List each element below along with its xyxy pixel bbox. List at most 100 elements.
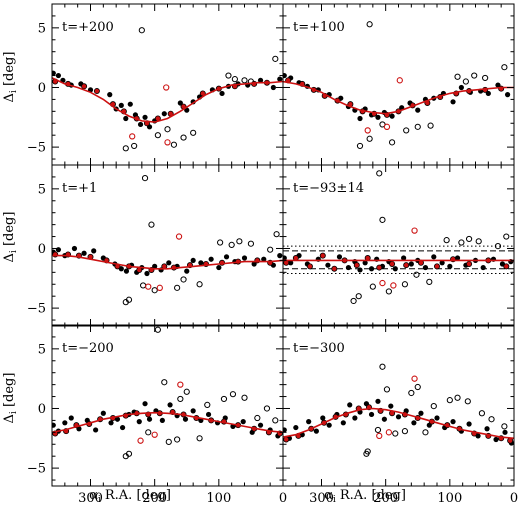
point-filled-black xyxy=(484,426,490,432)
x-tick-label: 300 xyxy=(78,491,103,506)
x-tick-label: 0 xyxy=(510,491,518,506)
point-filled-black xyxy=(270,84,276,91)
panel-4: t=−93±14 xyxy=(282,164,515,327)
point-open-red xyxy=(383,123,391,130)
panel-label: t=−93±14 xyxy=(293,181,364,196)
point-open-black xyxy=(355,293,362,300)
point-filled-red xyxy=(306,263,313,270)
point-open-black xyxy=(177,395,184,403)
point-filled-black xyxy=(458,84,464,91)
panel-label: t=−200 xyxy=(62,341,114,356)
point-filled-black xyxy=(240,419,246,425)
point-open-black xyxy=(170,141,178,148)
point-open-black xyxy=(446,397,453,404)
point-filled-red xyxy=(331,265,338,272)
model-curve xyxy=(283,407,514,440)
point-open-black xyxy=(430,402,437,410)
y-tick-label: −5 xyxy=(27,462,46,477)
point-open-black xyxy=(180,134,187,141)
point-open-black xyxy=(148,221,155,228)
point-filled-black xyxy=(466,421,472,427)
y-tick-label: 0 xyxy=(38,242,46,257)
point-filled-black xyxy=(100,410,106,416)
point-open-black xyxy=(272,55,279,62)
point-open-red xyxy=(151,431,158,438)
point-open-black xyxy=(458,239,465,246)
point-open-red xyxy=(145,283,152,290)
point-filled-black xyxy=(114,416,121,422)
svg-text:Δi [deg]: Δi [deg] xyxy=(2,373,19,424)
point-filled-black xyxy=(205,411,212,418)
point-filled-black xyxy=(277,76,283,82)
y-tick-label: 5 xyxy=(38,182,46,197)
point-filled-black xyxy=(93,427,99,433)
y-tick-label: −5 xyxy=(27,141,46,156)
point-filled-black xyxy=(144,270,150,277)
y-tick-label: 5 xyxy=(38,342,46,357)
point-filled-black xyxy=(161,111,167,117)
plot-area xyxy=(52,27,283,152)
point-filled-black xyxy=(283,427,287,433)
point-filled-black xyxy=(123,115,129,122)
point-open-red xyxy=(137,437,144,444)
svg-text:αi R.A. [deg]: αi R.A. [deg] xyxy=(89,488,171,505)
panel-6: 300 200 100 0 t=−300 xyxy=(282,324,518,506)
point-open-black xyxy=(236,238,243,245)
point-open-black xyxy=(413,271,420,278)
point-open-black xyxy=(165,438,172,445)
point-open-black xyxy=(267,246,274,253)
point-filled-black xyxy=(81,250,87,256)
point-open-black xyxy=(385,288,392,295)
point-filled-black xyxy=(277,253,283,259)
point-open-black xyxy=(180,276,187,283)
point-filled-black xyxy=(68,415,74,421)
point-filled-black xyxy=(137,121,144,128)
point-open-black xyxy=(263,405,271,412)
point-open-black xyxy=(383,386,391,393)
point-filled-black xyxy=(118,102,124,108)
point-filled-black xyxy=(55,247,62,253)
point-filled-black xyxy=(362,260,368,266)
point-open-black xyxy=(376,170,383,177)
point-open-black xyxy=(403,127,410,134)
point-filled-black xyxy=(293,424,299,431)
point-filled-black xyxy=(450,99,456,105)
plot-area xyxy=(52,175,283,306)
panel-3: 5 0 −5 t=+1 xyxy=(27,164,284,327)
point-filled-black xyxy=(108,420,114,426)
point-filled-black xyxy=(241,255,248,261)
point-open-black xyxy=(241,77,248,84)
point-open-black xyxy=(494,242,502,250)
point-open-black xyxy=(220,395,228,403)
x-tick-label: 200 xyxy=(142,491,167,506)
point-open-black xyxy=(140,282,147,289)
plot-area xyxy=(283,21,514,150)
point-open-black xyxy=(501,64,508,71)
point-filled-black xyxy=(52,70,56,76)
point-filled-black xyxy=(447,263,453,269)
point-open-black xyxy=(196,281,203,288)
point-filled-black xyxy=(283,255,287,261)
point-filled-black xyxy=(167,402,173,408)
point-filled-black xyxy=(52,422,56,428)
x-axis-title-left: αi R.A. [deg] xyxy=(89,488,171,505)
point-open-black xyxy=(401,428,409,435)
point-filled-black xyxy=(418,410,424,416)
point-filled-black xyxy=(146,416,153,422)
point-filled-black xyxy=(439,260,445,266)
point-filled-black xyxy=(257,77,264,83)
x-tick-label: 0 xyxy=(279,491,287,506)
point-filled-black xyxy=(261,256,267,262)
point-filled-black xyxy=(320,415,326,421)
point-filled-black xyxy=(454,255,461,261)
point-open-black xyxy=(426,278,433,285)
point-open-black xyxy=(174,284,181,291)
point-filled-black xyxy=(107,92,113,98)
point-open-black xyxy=(183,388,190,395)
point-open-black xyxy=(273,231,280,238)
svg-text:Δi [deg]: Δi [deg] xyxy=(2,212,19,263)
x-tick-label: 200 xyxy=(373,491,398,506)
point-open-red xyxy=(129,133,136,140)
point-filled-black xyxy=(502,429,508,435)
